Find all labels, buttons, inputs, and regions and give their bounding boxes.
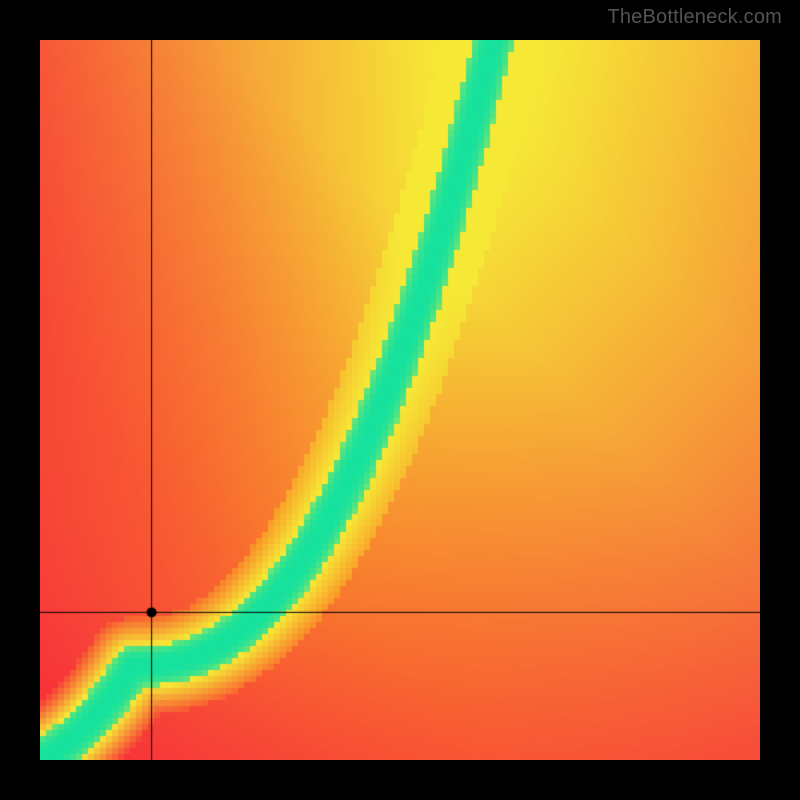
chart-container: TheBottleneck.com	[0, 0, 800, 800]
watermark-text: TheBottleneck.com	[607, 6, 782, 29]
heatmap-canvas	[40, 40, 760, 760]
plot-area	[40, 40, 760, 760]
